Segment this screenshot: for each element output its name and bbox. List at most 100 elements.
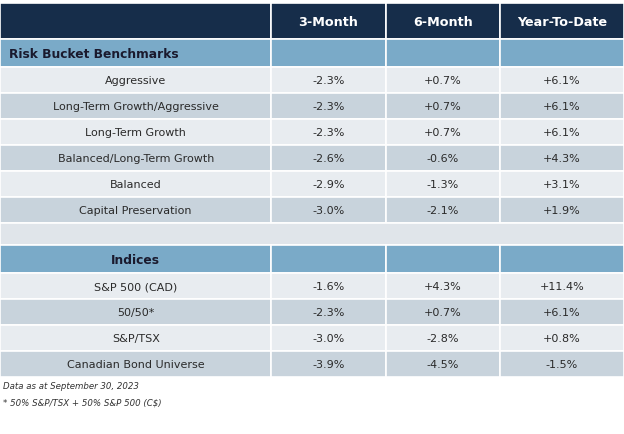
Bar (500, 40, 624, 68)
Text: -1.5%: -1.5% (546, 359, 578, 369)
Bar (0, 146, 271, 172)
Bar (0, 68, 271, 94)
Bar (386, 299, 500, 326)
Bar (500, 198, 624, 224)
Bar (386, 198, 500, 224)
Bar (271, 246, 386, 274)
Bar (500, 120, 624, 146)
Text: Aggressive: Aggressive (105, 76, 167, 86)
Text: Long-Term Growth: Long-Term Growth (85, 128, 186, 138)
Bar (0, 299, 271, 326)
Text: 50/50*: 50/50* (117, 308, 154, 318)
Text: +0.8%: +0.8% (543, 334, 581, 344)
Text: -0.6%: -0.6% (427, 154, 459, 164)
Bar (386, 4, 500, 40)
Text: +1.9%: +1.9% (543, 206, 581, 216)
Text: -4.5%: -4.5% (427, 359, 459, 369)
Text: -2.3%: -2.3% (313, 76, 344, 86)
Bar (386, 120, 500, 146)
Text: Indices: Indices (111, 253, 160, 266)
Bar (0, 246, 271, 274)
Text: -2.3%: -2.3% (313, 308, 344, 318)
Bar (0, 274, 271, 299)
Bar (271, 172, 386, 198)
Bar (0, 94, 271, 120)
Bar (0, 326, 271, 352)
Text: +0.7%: +0.7% (424, 308, 462, 318)
Text: Risk Bucket Benchmarks: Risk Bucket Benchmarks (9, 48, 178, 61)
Text: -2.3%: -2.3% (313, 128, 344, 138)
Text: Capital Preservation: Capital Preservation (79, 206, 192, 216)
Bar (0, 224, 624, 246)
Bar (386, 94, 500, 120)
Bar (271, 299, 386, 326)
Bar (271, 4, 386, 40)
Text: S&P/TSX: S&P/TSX (112, 334, 160, 344)
Bar (500, 326, 624, 352)
Bar (271, 352, 386, 378)
Text: +6.1%: +6.1% (543, 128, 581, 138)
Text: -3.0%: -3.0% (313, 206, 344, 216)
Bar (500, 68, 624, 94)
Text: S&P 500 (CAD): S&P 500 (CAD) (94, 282, 177, 292)
Bar (386, 326, 500, 352)
Text: -1.3%: -1.3% (427, 180, 459, 190)
Bar (386, 40, 500, 68)
Bar (500, 299, 624, 326)
Text: -2.1%: -2.1% (427, 206, 459, 216)
Bar (386, 68, 500, 94)
Text: +4.3%: +4.3% (543, 154, 581, 164)
Bar (386, 146, 500, 172)
Text: Year-To-Date: Year-To-Date (517, 16, 607, 29)
Text: +0.7%: +0.7% (424, 128, 462, 138)
Bar (500, 274, 624, 299)
Bar (0, 352, 271, 378)
Text: +4.3%: +4.3% (424, 282, 462, 292)
Bar (271, 146, 386, 172)
Text: -2.9%: -2.9% (312, 180, 345, 190)
Text: Balanced: Balanced (110, 180, 162, 190)
Bar (271, 198, 386, 224)
Text: * 50% S&P/TSX + 50% S&P 500 (C$): * 50% S&P/TSX + 50% S&P 500 (C$) (3, 398, 162, 406)
Bar (500, 146, 624, 172)
Bar (0, 172, 271, 198)
Bar (271, 68, 386, 94)
Text: Data as at September 30, 2023: Data as at September 30, 2023 (3, 381, 139, 390)
Text: -3.9%: -3.9% (313, 359, 344, 369)
Bar (386, 172, 500, 198)
Text: +11.4%: +11.4% (540, 282, 584, 292)
Bar (0, 198, 271, 224)
Text: -2.6%: -2.6% (313, 154, 344, 164)
Bar (500, 172, 624, 198)
Bar (271, 274, 386, 299)
Text: +0.7%: +0.7% (424, 76, 462, 86)
Bar (500, 352, 624, 378)
Bar (386, 246, 500, 274)
Bar (0, 4, 271, 40)
Text: Long-Term Growth/Aggressive: Long-Term Growth/Aggressive (53, 102, 218, 112)
Bar (271, 120, 386, 146)
Text: 3-Month: 3-Month (299, 16, 358, 29)
Text: +0.7%: +0.7% (424, 102, 462, 112)
Bar (386, 352, 500, 378)
Text: Canadian Bond Universe: Canadian Bond Universe (67, 359, 205, 369)
Text: +6.1%: +6.1% (543, 76, 581, 86)
Text: +6.1%: +6.1% (543, 102, 581, 112)
Text: -2.3%: -2.3% (313, 102, 344, 112)
Text: Balanced/Long-Term Growth: Balanced/Long-Term Growth (57, 154, 214, 164)
Bar (271, 94, 386, 120)
Bar (500, 246, 624, 274)
Bar (0, 120, 271, 146)
Bar (386, 274, 500, 299)
Bar (271, 40, 386, 68)
Bar (271, 326, 386, 352)
Bar (0, 40, 271, 68)
Text: -2.8%: -2.8% (426, 334, 459, 344)
Text: -3.0%: -3.0% (313, 334, 344, 344)
Text: +3.1%: +3.1% (543, 180, 581, 190)
Bar (500, 94, 624, 120)
Text: -1.6%: -1.6% (313, 282, 344, 292)
Text: 6-Month: 6-Month (413, 16, 472, 29)
Bar (500, 4, 624, 40)
Text: +6.1%: +6.1% (543, 308, 581, 318)
